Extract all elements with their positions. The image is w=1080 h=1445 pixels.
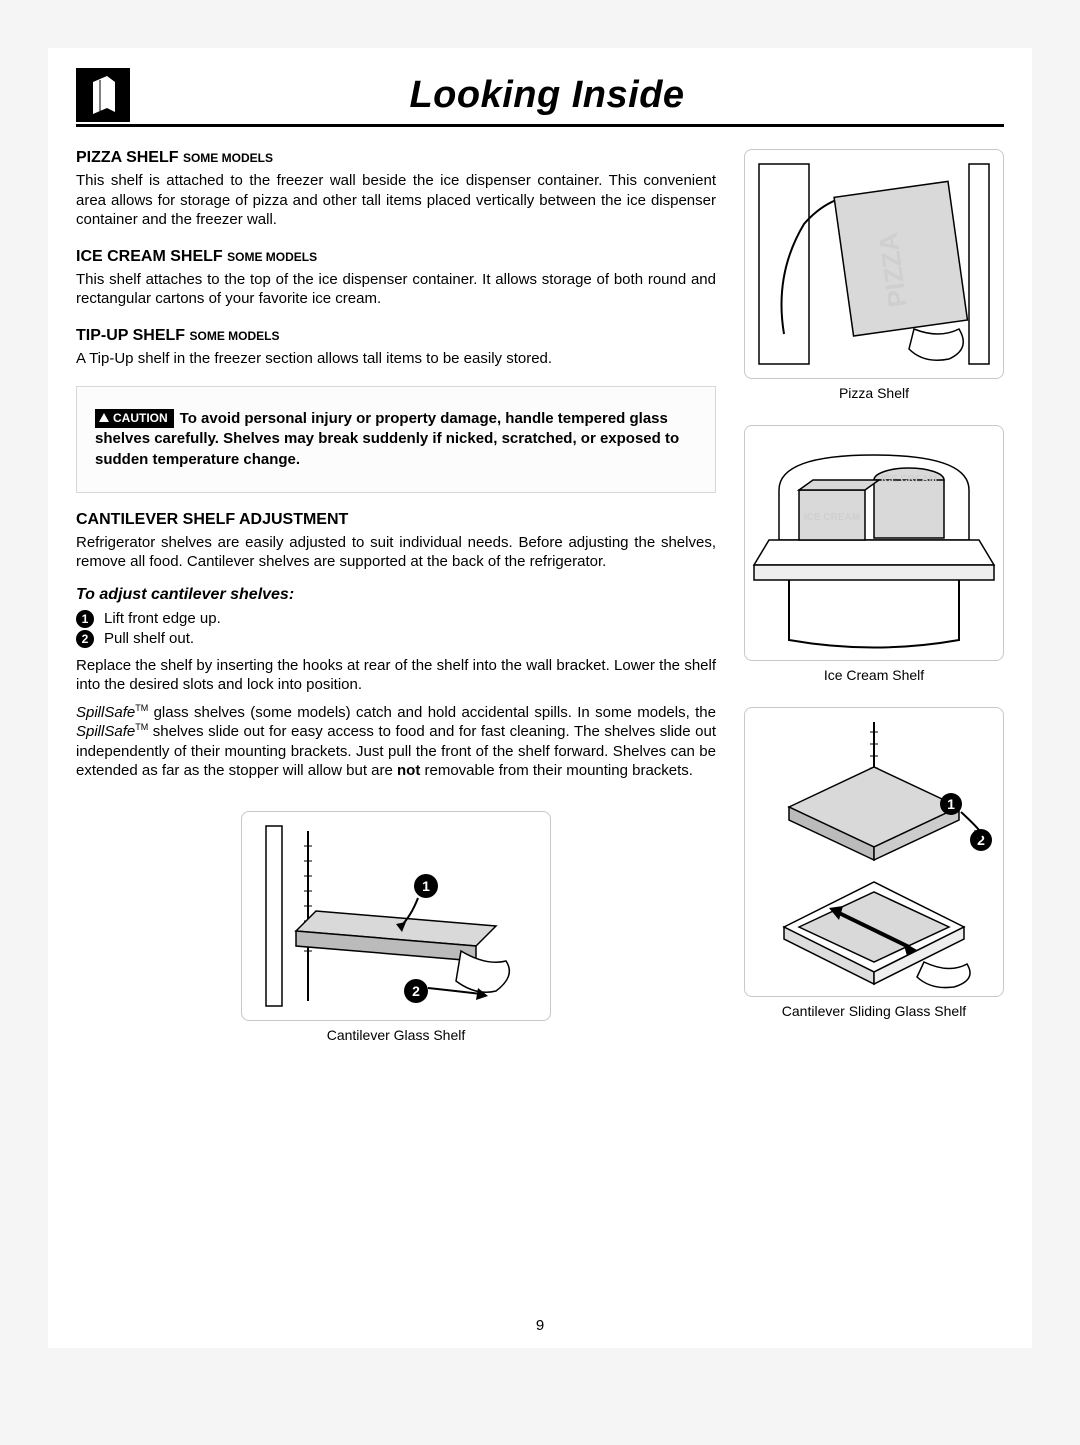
caution-badge: CAUTION xyxy=(95,409,174,427)
section-tipup-shelf: TIP-UP SHELF SOME MODELS A Tip-Up shelf … xyxy=(76,327,716,369)
figure-pizza: PIZZA Pizza Shelf xyxy=(744,149,1004,401)
trademark: TM xyxy=(135,703,148,713)
figure-cantilever-caption: Cantilever Glass Shelf xyxy=(327,1027,466,1043)
figure-cantilever-glass: 1 2 Cantilever Glass Shelf xyxy=(76,811,716,1043)
spillsafe-brand-2: SpillSafe xyxy=(76,723,135,740)
caution-text: To avoid personal injury or property dam… xyxy=(95,410,679,468)
spillsafe-text-3: removable from their mounting brackets. xyxy=(420,762,693,779)
page-title: Looking Inside xyxy=(150,74,1004,117)
heading-subnote: SOME MODELS xyxy=(183,151,273,165)
figure-pizza-img: PIZZA xyxy=(744,149,1004,379)
heading-icecream-shelf: ICE CREAM SHELF SOME MODELS xyxy=(76,248,716,266)
heading-text: TIP-UP SHELF xyxy=(76,327,185,344)
caution-callout: CAUTION To avoid personal injury or prop… xyxy=(76,386,716,493)
spillsafe-bold: not xyxy=(397,762,420,779)
figure-icecream-caption: Ice Cream Shelf xyxy=(744,667,1004,683)
figure-icecream: ICE CREAM ICE CREAM Ice Cream Shelf xyxy=(744,425,1004,683)
trademark-2: TM xyxy=(135,722,148,732)
step-2: 2 Pull shelf out. xyxy=(76,630,716,648)
svg-text:2: 2 xyxy=(412,983,420,999)
heading-subnote: SOME MODELS xyxy=(227,250,317,264)
body-cantilever: Refrigerator shelves are easily adjusted… xyxy=(76,533,716,572)
spillsafe-text-1: glass shelves (some models) catch and ho… xyxy=(148,704,716,721)
figure-icecream-img: ICE CREAM ICE CREAM xyxy=(744,425,1004,661)
step-1-text: Lift front edge up. xyxy=(104,610,221,627)
content-columns: PIZZA SHELF SOME MODELS This shelf is at… xyxy=(76,149,1004,1043)
heading-text: ICE CREAM SHELF xyxy=(76,248,223,265)
figure-cantilever-sliding: 1 2 Cantilever Sl xyxy=(744,707,1004,1019)
figure-cantilever-sliding-img: 1 2 xyxy=(744,707,1004,997)
caution-badge-text: CAUTION xyxy=(113,410,168,426)
figure-cantilever-sliding-caption: Cantilever Sliding Glass Shelf xyxy=(744,1003,1004,1019)
page-header: Looking Inside xyxy=(76,68,1004,127)
svg-text:1: 1 xyxy=(947,796,955,812)
warning-triangle-icon xyxy=(99,413,109,422)
section-cantilever: CANTILEVER SHELF ADJUSTMENT Refrigerator… xyxy=(76,511,716,781)
heading-cantilever: CANTILEVER SHELF ADJUSTMENT xyxy=(76,511,716,529)
heading-text: PIZZA SHELF xyxy=(76,149,179,166)
after-steps-para: Replace the shelf by inserting the hooks… xyxy=(76,656,716,695)
manual-page: Looking Inside PIZZA SHELF SOME MODELS T… xyxy=(48,48,1032,1348)
step-number-icon: 2 xyxy=(76,630,94,648)
figure-cantilever-glass-img: 1 2 xyxy=(241,811,551,1021)
spillsafe-brand: SpillSafe xyxy=(76,704,135,721)
subheading-adjust: To adjust cantilever shelves: xyxy=(76,586,716,604)
body-tipup-shelf: A Tip-Up shelf in the freezer section al… xyxy=(76,349,716,369)
heading-pizza-shelf: PIZZA SHELF SOME MODELS xyxy=(76,149,716,167)
svg-text:ICE CREAM: ICE CREAM xyxy=(881,474,937,485)
section-pizza-shelf: PIZZA SHELF SOME MODELS This shelf is at… xyxy=(76,149,716,230)
section-icecream-shelf: ICE CREAM SHELF SOME MODELS This shelf a… xyxy=(76,248,716,309)
left-column: PIZZA SHELF SOME MODELS This shelf is at… xyxy=(76,149,716,1043)
right-column: PIZZA Pizza Shelf ICE xyxy=(744,149,1004,1043)
svg-text:ICE CREAM: ICE CREAM xyxy=(804,512,860,523)
spillsafe-para: SpillSafeTM glass shelves (some models) … xyxy=(76,703,716,781)
heading-subnote: SOME MODELS xyxy=(190,329,280,343)
heading-tipup-shelf: TIP-UP SHELF SOME MODELS xyxy=(76,327,716,345)
body-icecream-shelf: This shelf attaches to the top of the ic… xyxy=(76,270,716,309)
step-1: 1 Lift front edge up. xyxy=(76,610,716,628)
step-2-text: Pull shelf out. xyxy=(104,630,194,647)
section-icon xyxy=(76,68,130,122)
page-number: 9 xyxy=(48,1317,1032,1334)
step-number-icon: 1 xyxy=(76,610,94,628)
svg-text:1: 1 xyxy=(422,878,430,894)
figure-pizza-caption: Pizza Shelf xyxy=(744,385,1004,401)
body-pizza-shelf: This shelf is attached to the freezer wa… xyxy=(76,171,716,230)
